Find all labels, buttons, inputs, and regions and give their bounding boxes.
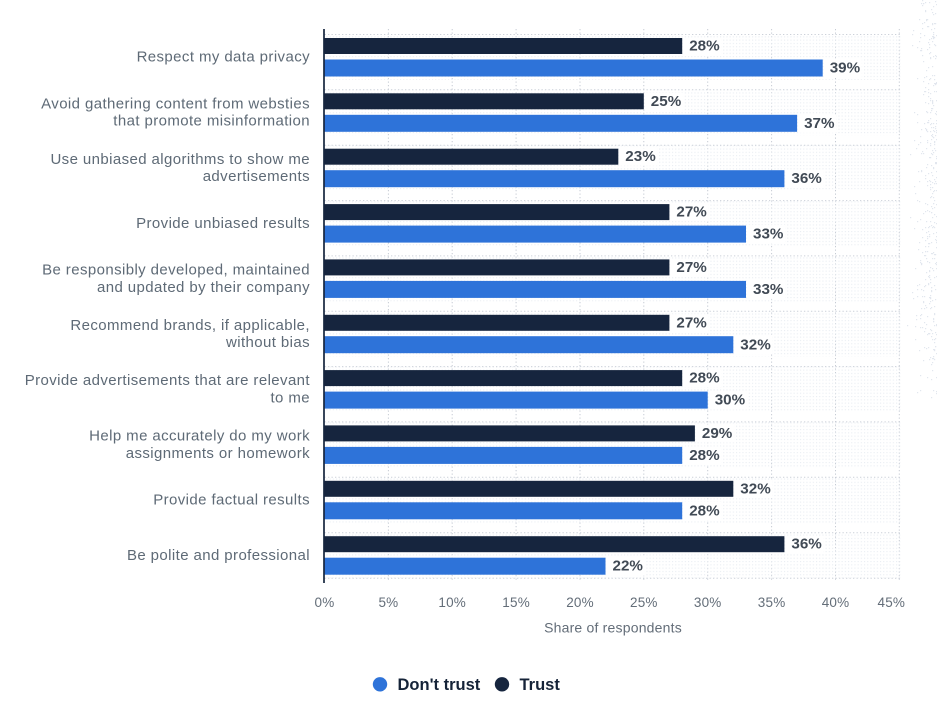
- svg-text:25%: 25%: [630, 595, 658, 610]
- svg-text:and updated by their company: and updated by their company: [97, 279, 310, 296]
- svg-text:Help me accurately do my work: Help me accurately do my work: [89, 428, 310, 445]
- svg-text:5%: 5%: [378, 595, 398, 610]
- svg-text:32%: 32%: [740, 480, 771, 497]
- svg-text:Provide factual results: Provide factual results: [153, 492, 310, 509]
- svg-text:Be responsibly developed, main: Be responsibly developed, maintained: [42, 262, 310, 279]
- svg-text:Share of respondents: Share of respondents: [544, 620, 682, 636]
- svg-text:30%: 30%: [715, 392, 746, 409]
- svg-text:that promote misinformation: that promote misinformation: [113, 113, 310, 130]
- svg-text:Respect my data privacy: Respect my data privacy: [137, 49, 311, 66]
- svg-text:28%: 28%: [689, 370, 720, 387]
- svg-text:20%: 20%: [566, 595, 594, 610]
- svg-text:Avoid gathering content from w: Avoid gathering content from websties: [41, 95, 310, 112]
- svg-text:28%: 28%: [689, 447, 720, 464]
- svg-text:0%: 0%: [315, 595, 335, 610]
- svg-text:Provide unbiased results: Provide unbiased results: [136, 215, 310, 232]
- svg-text:30%: 30%: [694, 595, 722, 610]
- svg-text:33%: 33%: [753, 226, 784, 243]
- svg-text:Don't trust: Don't trust: [398, 676, 481, 694]
- svg-text:33%: 33%: [753, 281, 784, 298]
- svg-text:Trust: Trust: [520, 676, 561, 694]
- svg-text:25%: 25%: [651, 93, 682, 110]
- svg-text:advertisements: advertisements: [203, 168, 310, 185]
- svg-text:29%: 29%: [702, 425, 733, 442]
- svg-text:without bias: without bias: [225, 334, 310, 351]
- svg-text:36%: 36%: [791, 170, 822, 187]
- svg-text:Use unbiased algorithms to sho: Use unbiased algorithms to show me: [50, 151, 310, 168]
- svg-text:27%: 27%: [676, 314, 707, 331]
- svg-text:28%: 28%: [689, 502, 720, 519]
- svg-text:10%: 10%: [438, 595, 466, 610]
- svg-text:45%: 45%: [877, 595, 905, 610]
- svg-text:37%: 37%: [804, 115, 835, 132]
- svg-text:to me: to me: [270, 390, 310, 407]
- svg-text:23%: 23%: [625, 148, 656, 165]
- svg-text:Provide advertisements that ar: Provide advertisements that are relevant: [25, 372, 311, 389]
- svg-text:28%: 28%: [689, 38, 720, 55]
- svg-text:15%: 15%: [502, 595, 530, 610]
- svg-text:40%: 40%: [822, 595, 850, 610]
- svg-text:32%: 32%: [740, 336, 771, 353]
- svg-text:Recommend brands, if applicabl: Recommend brands, if applicable,: [70, 317, 310, 334]
- svg-text:Be polite and professional: Be polite and professional: [127, 547, 310, 564]
- svg-text:27%: 27%: [676, 204, 707, 221]
- svg-text:35%: 35%: [758, 595, 786, 610]
- svg-text:39%: 39%: [830, 60, 861, 77]
- svg-text:36%: 36%: [791, 536, 822, 553]
- svg-text:22%: 22%: [613, 558, 644, 575]
- svg-text:27%: 27%: [676, 259, 707, 276]
- svg-text:assignments or homework: assignments or homework: [126, 445, 310, 462]
